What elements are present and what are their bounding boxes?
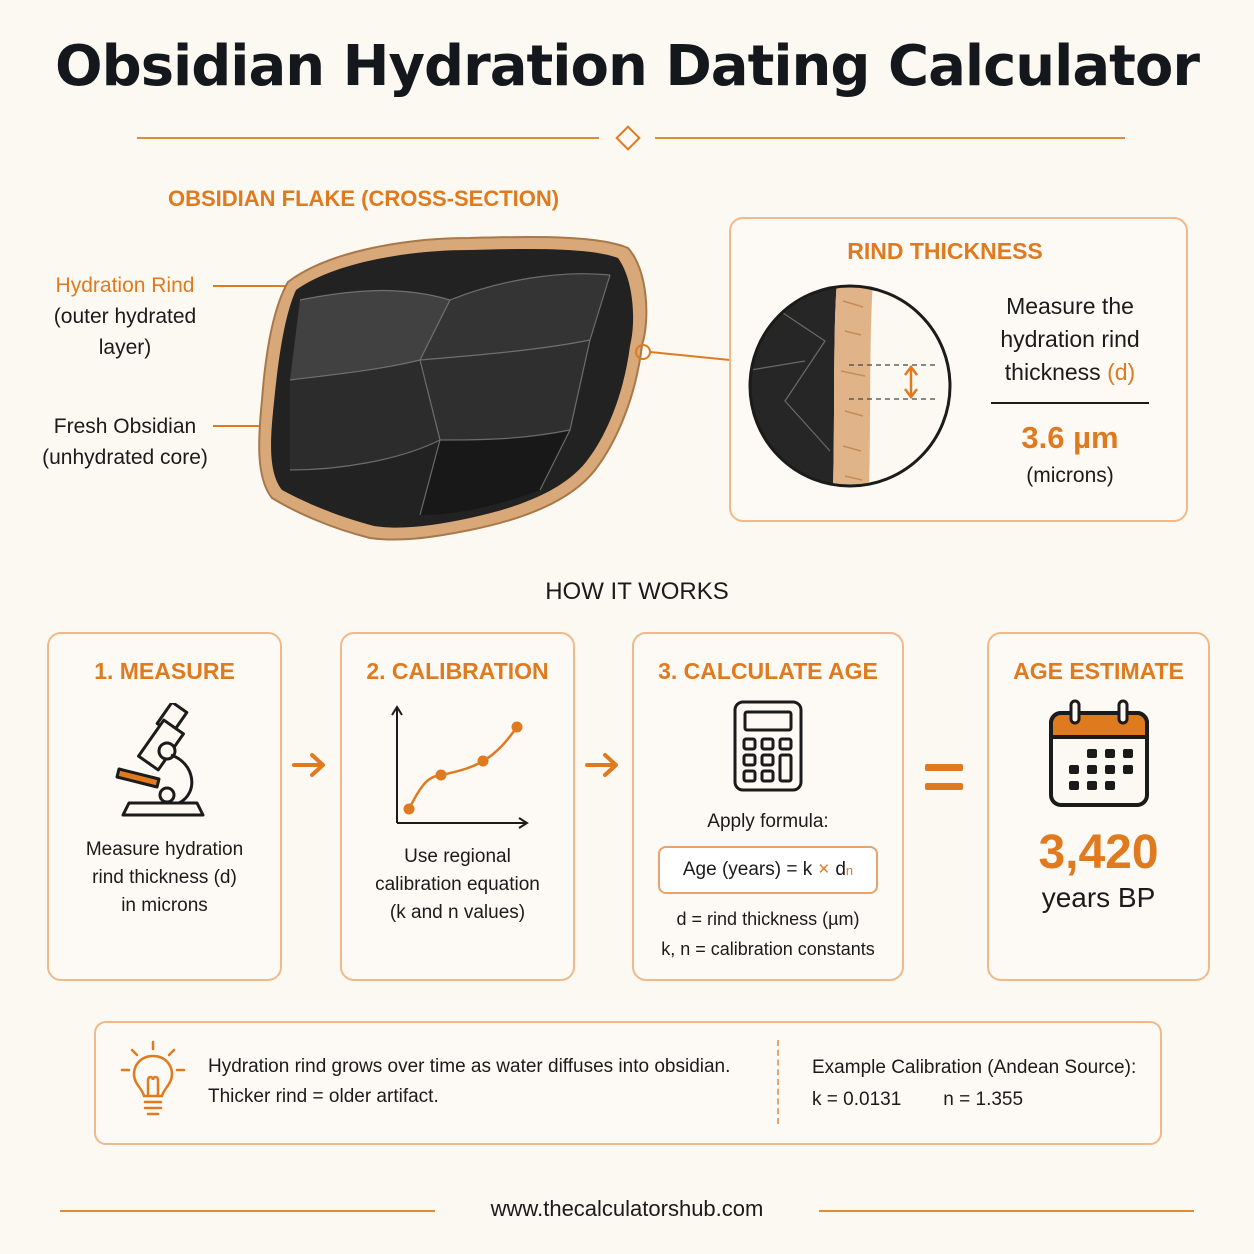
age-estimate-card: AGE ESTIMATE 3,420 years BP bbox=[987, 632, 1210, 981]
calibration-title: Example Calibration (Andean Source): bbox=[812, 1057, 1137, 1078]
step-measure-text: Measure hydration rind thickness (d) in … bbox=[49, 836, 280, 920]
divider-left bbox=[137, 137, 599, 139]
apply-formula-label: Apply formula: bbox=[707, 811, 829, 832]
formula-d: d bbox=[835, 859, 846, 880]
equals-icon-bar bbox=[925, 783, 963, 790]
rind-panel-line1: Measure the bbox=[1006, 293, 1134, 319]
calibration-example: Example Calibration (Andean Source): k =… bbox=[812, 1052, 1152, 1116]
step-measure-line2: rind thickness (d) bbox=[92, 867, 237, 888]
divider-right bbox=[655, 137, 1125, 139]
calibration-curve-icon bbox=[390, 705, 529, 829]
step-calibration-line2: calibration equation bbox=[375, 874, 540, 895]
how-it-works-heading: HOW IT WORKS bbox=[545, 578, 729, 605]
microscope-icon bbox=[115, 703, 204, 817]
age-value: 3,420 bbox=[1038, 826, 1159, 879]
info-text: Hydration rind grows over time as water … bbox=[208, 1052, 768, 1112]
core-label: Fresh Obsidian bbox=[53, 415, 197, 438]
calibration-n: n = 1.355 bbox=[943, 1089, 1024, 1110]
rind-symbol: (d) bbox=[1107, 359, 1136, 385]
step-calculate-title: 3. CALCULATE AGE bbox=[658, 658, 878, 684]
info-bar bbox=[94, 1021, 1162, 1145]
step-calibration-text: Use regional calibration equation (k and… bbox=[342, 843, 573, 927]
formula-times: × bbox=[818, 859, 830, 880]
calibration-k: k = 0.0131 bbox=[812, 1089, 902, 1110]
obsidian-flake-illustration bbox=[213, 236, 731, 541]
calibration-point bbox=[435, 769, 446, 781]
step-calibration-line1: Use regional bbox=[404, 846, 511, 867]
calendar-icon bbox=[1048, 699, 1149, 807]
rind-label: Hydration Rind bbox=[55, 274, 195, 297]
info-divider bbox=[777, 1040, 779, 1124]
age-unit: years BP bbox=[1041, 882, 1156, 913]
footer-line-right bbox=[819, 1210, 1194, 1212]
step-calculate-card: 3. CALCULATE AGE Apply formula: Age (yea… bbox=[632, 632, 904, 981]
formula-legend-d: d = rind thickness (µm) bbox=[676, 909, 860, 929]
flake-heading: OBSIDIAN FLAKE (CROSS-SECTION) bbox=[168, 186, 560, 211]
rind-panel-divider bbox=[991, 402, 1149, 404]
step-measure-card: 1. MEASURE Measure hydration rind thickn… bbox=[47, 632, 282, 981]
arrow-right-icon bbox=[585, 753, 618, 777]
rind-panel-text: Measure the hydration rind thickness (d) bbox=[990, 290, 1150, 389]
footer-url[interactable]: www.thecalculatorshub.com bbox=[490, 1196, 764, 1221]
formula-legend-kn: k, n = calibration constants bbox=[661, 939, 875, 959]
calculator-icon bbox=[733, 700, 803, 792]
footer-line-left bbox=[60, 1210, 435, 1212]
info-line2: Thicker rind = older artifact. bbox=[208, 1086, 439, 1107]
equals-icon bbox=[925, 764, 963, 771]
calibration-point bbox=[511, 721, 522, 733]
step-measure-line1: Measure hydration bbox=[85, 839, 244, 860]
arrow-right-icon bbox=[292, 753, 325, 777]
core-sublabel: (unhydrated core) bbox=[42, 446, 208, 469]
formula-exponent: n bbox=[845, 862, 854, 878]
calibration-point bbox=[477, 755, 488, 767]
step-calibration-line3: (k and n values) bbox=[389, 902, 526, 923]
age-estimate-title: AGE ESTIMATE bbox=[1013, 658, 1184, 684]
zoom-connector-line bbox=[649, 351, 731, 361]
rind-value: 3.6 µm bbox=[1021, 420, 1119, 455]
rind-panel-line2: hydration rind bbox=[1000, 326, 1140, 352]
info-line1: Hydration rind grows over time as water … bbox=[208, 1056, 731, 1077]
page-title: Obsidian Hydration Dating Calculator bbox=[55, 34, 1200, 99]
lightbulb-icon bbox=[120, 1040, 186, 1116]
rind-magnifier bbox=[748, 284, 952, 488]
rind-sublabel-2: layer) bbox=[98, 336, 152, 359]
formula-legend: d = rind thickness (µm) k, n = calibrati… bbox=[634, 904, 902, 964]
step-calibration-title: 2. CALIBRATION bbox=[366, 658, 549, 684]
calibration-point bbox=[403, 803, 414, 815]
core-callout: Fresh Obsidian (unhydrated core) bbox=[35, 411, 215, 473]
step-measure-line3: in microns bbox=[121, 895, 208, 916]
step-calibration-card: 2. CALIBRATION Use regional calibration … bbox=[340, 632, 575, 981]
step-measure-title: 1. MEASURE bbox=[94, 658, 235, 684]
rind-panel-line3: thickness bbox=[1004, 359, 1101, 385]
rind-callout: Hydration Rind (outer hydrated layer) bbox=[40, 270, 210, 363]
rind-unit: (microns) bbox=[1026, 464, 1114, 487]
rind-panel-heading: RIND THICKNESS bbox=[847, 238, 1043, 264]
formula-left: Age (years) = k bbox=[682, 859, 813, 880]
rind-sublabel-1: (outer hydrated bbox=[53, 305, 197, 328]
